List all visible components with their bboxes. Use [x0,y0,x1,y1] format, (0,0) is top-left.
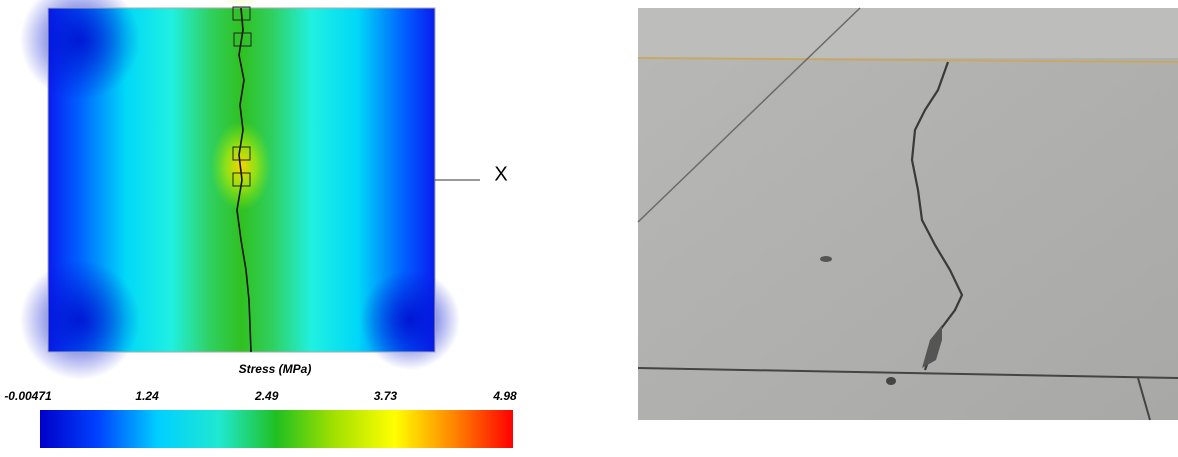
far-slab [638,8,1178,58]
stain [886,377,896,385]
gauge [232,146,251,161]
spall [922,325,942,368]
colorbar-tick-label: 2.49 [254,389,279,403]
stain [820,256,832,262]
low-zone [20,0,140,100]
photo-background [638,8,1178,420]
low-zone [360,270,460,370]
gauge [232,172,251,187]
colorbar-tick-label: -0.00471 [4,389,52,403]
colorbar-tick-label: 1.24 [135,389,159,403]
gauge [232,6,251,21]
colorbar-tick-label: 4.98 [492,389,517,403]
joint [637,367,1178,379]
crack [910,61,964,371]
low-zone [20,260,140,380]
high-zone [191,0,291,118]
joint [637,7,861,223]
colorbar-title: Stress (MPa) [239,362,312,376]
lane-line [637,57,1178,63]
colorbar-scale [40,410,513,448]
colorbar: Stress (MPa) -0.00471 1.24 2.49 3.73 4.98 [4,362,517,448]
joint [1137,377,1151,421]
stress-contour: X [20,0,508,380]
gauges [232,6,252,187]
crack [236,7,252,353]
colorbar-tick-label: 3.73 [374,389,398,403]
gauge [233,32,252,47]
pavement-photo [637,7,1178,421]
marker-label: X [494,163,507,185]
